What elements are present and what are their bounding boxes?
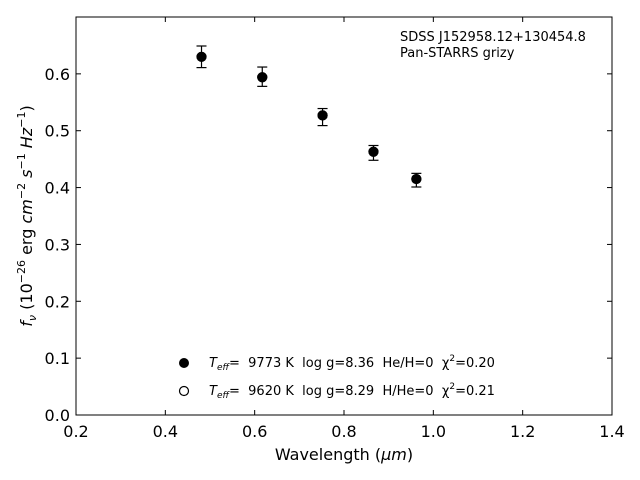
y-tick-label: 0.0 xyxy=(45,406,70,425)
x-tick-label: 0.6 xyxy=(242,422,267,441)
x-tick-label: 0.2 xyxy=(63,422,88,441)
y-tick-label: 0.1 xyxy=(45,349,70,368)
y-axis-ticks: 0.0 0.1 0.2 0.3 0.4 0.5 0.6 xyxy=(45,65,612,425)
x-tick-label: 0.4 xyxy=(153,422,178,441)
legend-marker-open xyxy=(178,385,190,397)
annotation-survey: Pan-STARRS grizy xyxy=(400,46,515,61)
x-axis-ticks: 0.2 0.4 0.6 0.8 1.0 1.2 1.4 xyxy=(63,17,625,441)
y-axis-label: fν (10−26 erg cm−2 s−1 Hz−1) xyxy=(15,105,39,326)
x-tick-label: 1.4 xyxy=(599,422,624,441)
annotation-object-name: SDSS J152958.12+130454.8 xyxy=(400,30,586,45)
point-filled xyxy=(257,72,268,83)
x-tick-label: 1.2 xyxy=(510,422,535,441)
y-tick-label: 0.6 xyxy=(45,65,70,84)
y-tick-label: 0.5 xyxy=(45,122,70,141)
legend-entry-2: Teff= 9620 K log g=8.29 H/He=0 χ2=0.21 xyxy=(209,382,495,401)
legend-entry-1: Teff= 9773 K log g=8.36 He/H=0 χ2=0.20 xyxy=(209,354,495,373)
x-axis-label: Wavelength (μm) xyxy=(275,445,413,464)
data-points xyxy=(196,51,422,185)
x-tick-label: 0.8 xyxy=(331,422,356,441)
point-filled xyxy=(411,173,422,185)
y-tick-label: 0.2 xyxy=(45,292,70,311)
point-filled xyxy=(368,146,379,157)
error-bars xyxy=(196,45,422,188)
y-tick-label: 0.4 xyxy=(45,179,70,198)
legend: Teff= 9773 K log g=8.36 He/H=0 χ2=0.20 T… xyxy=(178,354,495,401)
point-filled xyxy=(196,51,207,62)
point-filled xyxy=(317,110,328,121)
x-tick-label: 1.0 xyxy=(421,422,446,441)
y-tick-label: 0.3 xyxy=(45,235,70,254)
legend-marker-filled xyxy=(179,358,189,368)
